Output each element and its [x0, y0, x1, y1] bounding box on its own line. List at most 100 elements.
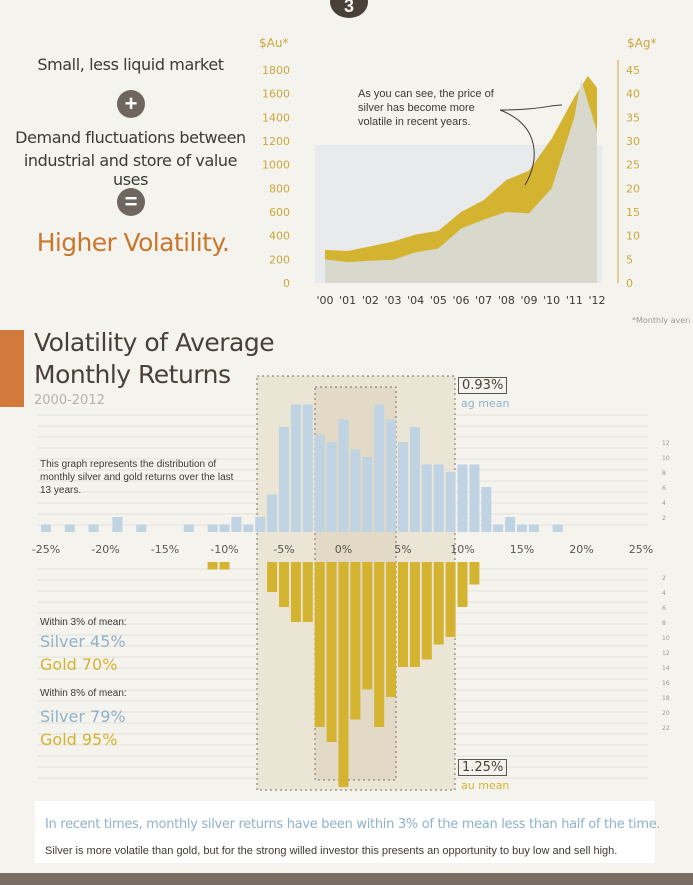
footer-headline: In recent times, monthly silver returns … — [45, 817, 661, 832]
x-tick-label: -10% — [210, 543, 238, 556]
y-tick-bottom: 10 — [662, 635, 670, 642]
step-number-badge: 3 — [330, 0, 368, 18]
y-right-tick-label: 30 — [626, 135, 640, 148]
silver-bar — [112, 517, 123, 532]
x-tick-label: '11 — [566, 294, 583, 307]
silver-bar — [433, 464, 444, 532]
x-tick-label: -25% — [32, 543, 60, 556]
silver-bar — [231, 517, 242, 532]
within-3-gold: Gold 70% — [40, 655, 118, 674]
within-3-label: Within 3% of mean: — [40, 617, 127, 628]
silver-bar — [493, 524, 504, 532]
silver-bar — [552, 524, 563, 532]
y-tick-bottom: 12 — [662, 650, 670, 657]
section-title-line-1: Volatility of Average — [34, 328, 275, 357]
y-right-tick-label: 5 — [626, 253, 633, 266]
silver-bar — [517, 524, 527, 532]
gold-bar — [350, 562, 361, 720]
silver-bar — [207, 524, 218, 532]
gold-bar — [445, 562, 456, 637]
silver-bar — [350, 449, 361, 532]
y-tick-bottom: 4 — [662, 590, 666, 597]
y-left-tick-label: 1600 — [262, 88, 290, 101]
within-8-label: Within 8% of mean: — [40, 688, 127, 699]
silver-price-area — [325, 79, 597, 283]
x-tick-label: '03 — [384, 294, 401, 307]
x-tick-label: 0% — [335, 543, 352, 556]
y-tick-bottom: 8 — [662, 620, 666, 627]
y-right-tick-label: 20 — [626, 182, 640, 195]
intro-result: Higher Volatility. — [36, 228, 230, 257]
silver-bar — [469, 464, 480, 532]
x-tick-label: -20% — [91, 543, 119, 556]
section-title-line-2: Monthly Returns — [34, 360, 231, 389]
x-tick-label: '08 — [498, 294, 515, 307]
y-tick-top: 2 — [662, 515, 666, 522]
gold-bar — [433, 562, 444, 645]
y-left-tick-label: 1400 — [262, 111, 290, 124]
x-tick-label: 5% — [394, 543, 411, 556]
x-tick-label: '04 — [407, 294, 424, 307]
gold-bar — [326, 562, 337, 742]
silver-bar — [386, 419, 397, 532]
silver-bar — [183, 524, 194, 532]
plus-icon: + — [117, 90, 145, 118]
gold-bar — [267, 562, 278, 592]
silver-bar — [219, 524, 230, 532]
y-left-tick-label: 0 — [283, 277, 290, 290]
y-tick-bottom: 22 — [662, 725, 670, 732]
silver-bar — [528, 524, 539, 532]
y-right-tick-label: 45 — [626, 64, 640, 77]
y-left-tick-label: 600 — [269, 206, 290, 219]
x-tick-label: 20% — [569, 543, 593, 556]
gold-bar — [338, 562, 349, 787]
gold-bar — [290, 562, 301, 622]
silver-bar — [302, 404, 313, 532]
gold-bar — [219, 562, 230, 570]
y-left-tick-label: 800 — [269, 182, 290, 195]
gold-mean-label: au mean — [461, 779, 510, 792]
silver-bar — [279, 427, 289, 532]
silver-mean-value: 0.93% — [458, 377, 508, 394]
footer-panel — [35, 801, 655, 863]
gold-bar — [421, 562, 432, 660]
y-tick-top: 12 — [662, 440, 670, 447]
gold-bar — [386, 562, 397, 697]
y-right-tick-label: 15 — [626, 206, 640, 219]
silver-bar — [505, 517, 516, 532]
y-left-tick-label: 1200 — [262, 135, 290, 148]
silver-bar — [362, 457, 373, 532]
intro-line-1: Small, less liquid market — [37, 55, 224, 74]
y-left-tick-label: 1800 — [262, 64, 290, 77]
intro-line-2a: Demand fluctuations between — [15, 128, 246, 147]
gold-bar — [469, 562, 480, 585]
y-right-tick-label: 25 — [626, 159, 640, 172]
y-left-axis-title: $Au* — [259, 36, 288, 50]
y-tick-bottom: 20 — [662, 710, 670, 717]
y-right-tick-label: 0 — [626, 277, 633, 290]
silver-bar — [314, 434, 325, 532]
y-tick-bottom: 6 — [662, 605, 666, 612]
silver-bar — [445, 472, 456, 532]
y-tick-bottom: 2 — [662, 575, 666, 582]
x-tick-label: '01 — [339, 294, 356, 307]
x-tick-label: 25% — [629, 543, 653, 556]
equals-icon: = — [117, 188, 145, 216]
x-tick-label: '06 — [452, 294, 469, 307]
gold-bar — [279, 562, 289, 607]
returns-distribution-chart: -25% -20% -15% -10% -5% 0% 5% 10% 15% 20% 25% 12 10 8… — [32, 375, 670, 791]
y-tick-top: 10 — [662, 455, 670, 462]
x-tick-label: 10% — [450, 543, 474, 556]
silver-bar — [338, 419, 349, 532]
x-tick-label: '10 — [543, 294, 560, 307]
gold-bar — [374, 562, 385, 727]
silver-bar — [326, 442, 337, 532]
annotation-arrow-2 — [499, 104, 563, 111]
within-8-silver: Silver 79% — [40, 707, 126, 726]
silver-bar — [136, 524, 147, 532]
gold-bar — [409, 562, 420, 667]
silver-bar — [41, 524, 51, 532]
x-tick-label: -5% — [273, 543, 294, 556]
y-left-tick-label: 1000 — [262, 159, 290, 172]
bottom-band — [0, 873, 693, 885]
